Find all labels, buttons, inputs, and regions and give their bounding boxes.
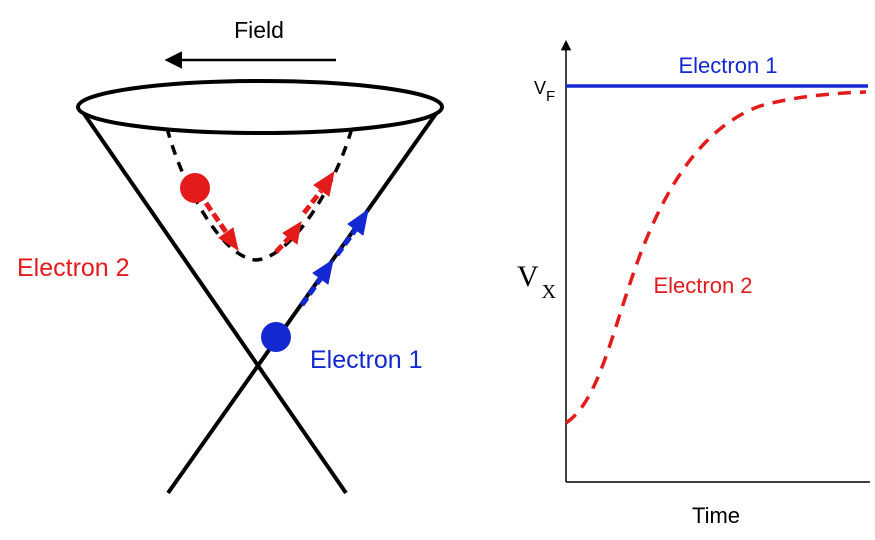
field-label: Field (234, 17, 284, 43)
electron2-label: Electron 2 (17, 254, 130, 282)
red-arrow-shaft (203, 201, 229, 234)
red-arrowhead (218, 227, 239, 252)
x-axis-label: Time (692, 503, 740, 528)
electron1-dot (261, 322, 291, 352)
vf-symbol: V (534, 78, 546, 98)
electron2-series-label: Electron 2 (653, 273, 752, 298)
blue-arrow-shaft (299, 276, 324, 307)
y-subscript: X (542, 281, 557, 303)
blue-arrow-shaft (334, 227, 359, 257)
electron2-arrows (203, 170, 335, 254)
fermi-ellipse (76, 79, 444, 135)
red-arrow-shaft (274, 236, 291, 254)
vf-label: VF (534, 78, 555, 105)
vf-subscript: F (546, 88, 555, 105)
electron1-series-label: Electron 1 (678, 53, 777, 78)
cone-diagram: Field Electron 2 (17, 17, 444, 495)
cone-line-left (78, 106, 348, 495)
electron2-dot (180, 173, 210, 203)
red-arrowhead (282, 220, 302, 245)
electron2-curve (564, 90, 867, 425)
y-symbol: V (517, 260, 539, 293)
red-arrow-shaft (302, 189, 323, 215)
red-arrowhead (313, 170, 335, 197)
blue-arrowhead (347, 208, 369, 236)
blue-arrowhead (312, 258, 334, 285)
electron1-label: Electron 1 (310, 346, 423, 374)
electron1-arrows (299, 208, 369, 307)
